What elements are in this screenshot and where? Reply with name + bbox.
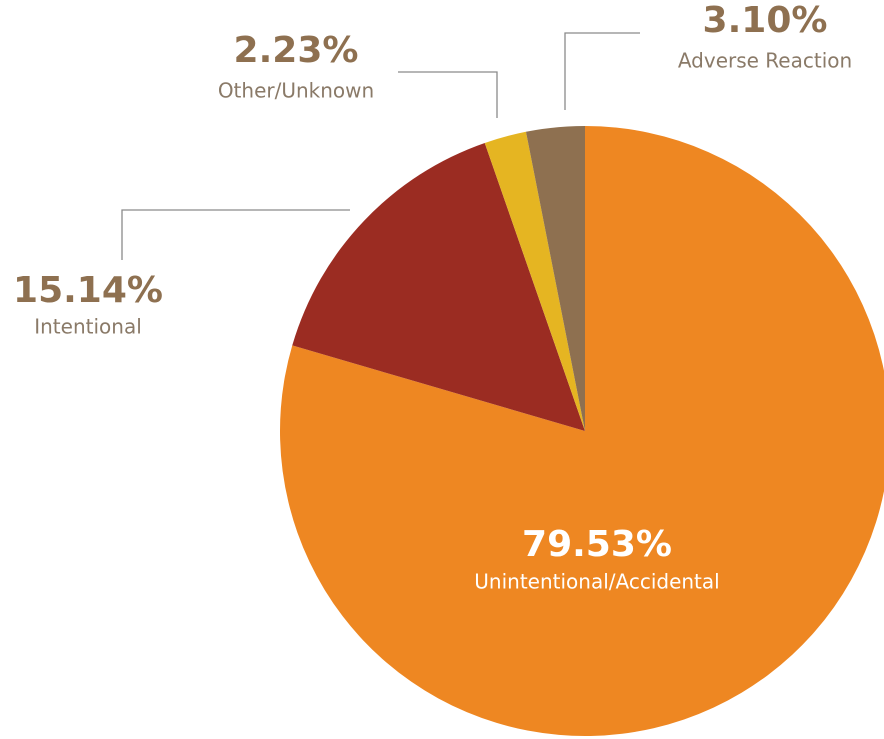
category-label: Intentional <box>34 315 142 339</box>
value-label: 2.23% <box>234 30 359 71</box>
leader-line <box>398 71 498 118</box>
pie-slice <box>484 131 585 431</box>
category-label: Other/Unknown <box>218 79 374 103</box>
pie-slice <box>525 126 585 431</box>
value-label: 15.14% <box>13 270 163 311</box>
pie-slice <box>279 126 884 736</box>
value-label: 79.53% <box>522 524 672 565</box>
category-label: Adverse Reaction <box>678 49 852 73</box>
leader-line <box>121 209 350 260</box>
category-label: Unintentional/Accidental <box>474 570 719 594</box>
pie-slice <box>292 142 585 431</box>
value-label: 3.10% <box>703 0 828 41</box>
leader-line <box>564 32 640 110</box>
